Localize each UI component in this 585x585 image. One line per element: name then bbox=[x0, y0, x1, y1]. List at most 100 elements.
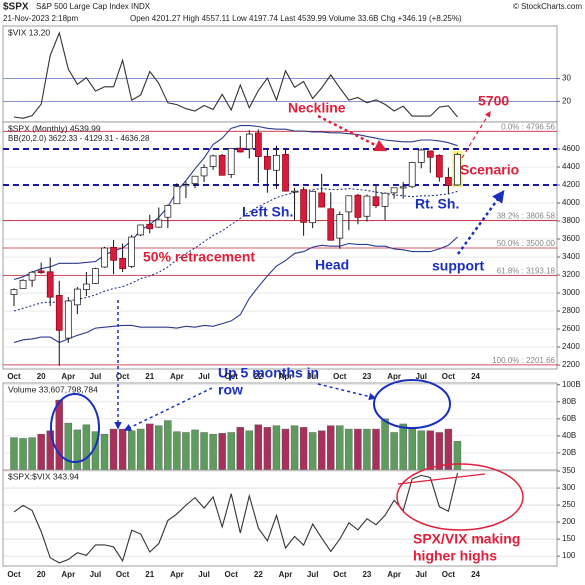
y-tick-label: 3000 bbox=[562, 288, 580, 297]
volume-bar bbox=[236, 427, 244, 471]
panel-label: $VIX 13.20 bbox=[8, 27, 50, 37]
candle-body bbox=[236, 147, 244, 153]
volume-bar bbox=[227, 432, 235, 471]
volume-bar bbox=[308, 432, 317, 471]
x-tick-label: 20 bbox=[37, 372, 46, 381]
volume-bar bbox=[64, 422, 73, 471]
volume-bar bbox=[55, 399, 63, 471]
candle-body bbox=[426, 150, 434, 158]
panel-label: Volume 33,607,798,784 bbox=[8, 384, 98, 394]
annotation: Left Sh. bbox=[242, 204, 293, 220]
volume-bar bbox=[37, 433, 45, 471]
y-tick-label: 2800 bbox=[562, 306, 580, 315]
x-tick-label: Oct bbox=[225, 570, 239, 579]
x-tick-label: 22 bbox=[254, 570, 263, 579]
volume-bar bbox=[245, 430, 254, 471]
support-arrow bbox=[456, 189, 505, 255]
x-tick-label: 22 bbox=[254, 372, 263, 381]
annotation: higher highs bbox=[413, 548, 497, 564]
candle-body bbox=[264, 155, 271, 170]
volume-bar bbox=[453, 441, 462, 471]
y-tick-label: 2400 bbox=[562, 342, 580, 351]
y-tick-label: 40B bbox=[562, 431, 576, 440]
y-tick-label: 80B bbox=[562, 397, 576, 406]
candle-body bbox=[282, 154, 289, 192]
candle-body bbox=[345, 195, 353, 213]
x-tick-label: Apr bbox=[170, 372, 184, 381]
candle-body bbox=[119, 258, 126, 270]
candle-body bbox=[19, 279, 27, 289]
plot-layer: 20 30 $VIX 13.20 2200 2400 2600 2800 3000 3200 34… bbox=[2, 25, 581, 579]
y-tick-label: 60B bbox=[562, 414, 576, 423]
candle-body bbox=[101, 247, 108, 268]
x-tick-label: Apr bbox=[279, 372, 293, 381]
candle-body bbox=[209, 155, 217, 167]
panel bbox=[2, 25, 558, 123]
x-tick-label: 21 bbox=[145, 372, 154, 381]
volume-bar bbox=[390, 432, 398, 471]
ratio-circle bbox=[396, 463, 524, 531]
x-tick-label: Oct bbox=[333, 570, 347, 579]
y-tick-label: 20B bbox=[562, 448, 576, 457]
volume-bar bbox=[299, 427, 308, 471]
x-tick-label: 24 bbox=[471, 570, 480, 579]
candle-body bbox=[155, 219, 163, 228]
annotation: support bbox=[432, 258, 484, 274]
candle-body bbox=[309, 190, 316, 224]
volume-bar bbox=[173, 431, 181, 471]
y-tick-label: 3200 bbox=[562, 270, 580, 279]
candle-body bbox=[137, 224, 145, 236]
x-tick-label: Jul bbox=[415, 570, 427, 579]
annotation: Head bbox=[315, 257, 349, 273]
volume-arrow-left bbox=[123, 387, 213, 431]
candle-body bbox=[318, 192, 326, 208]
volume-bar bbox=[381, 418, 389, 471]
candle-body bbox=[83, 283, 90, 290]
volume-circle-right bbox=[373, 379, 451, 429]
y-tick-label: 350 bbox=[562, 466, 576, 475]
volume-bar bbox=[354, 428, 362, 471]
candle-body bbox=[354, 194, 362, 218]
x-tick-label: Oct bbox=[442, 570, 456, 579]
x-tick-label: Jul bbox=[198, 570, 210, 579]
y-tick-label: 3400 bbox=[562, 252, 580, 261]
volume-bar bbox=[435, 432, 444, 471]
volume-bar bbox=[82, 424, 91, 471]
volume-bar bbox=[218, 433, 226, 471]
candle-body bbox=[336, 214, 344, 239]
candle-body bbox=[454, 154, 461, 186]
x-tick-label: Oct bbox=[442, 372, 456, 381]
volume-bar bbox=[254, 424, 263, 471]
candle-body bbox=[191, 175, 199, 184]
candle-body bbox=[390, 187, 398, 194]
candle-body bbox=[182, 184, 190, 187]
candle-body bbox=[173, 186, 181, 205]
x-tick-label: Apr bbox=[387, 570, 401, 579]
x-tick-label: Apr bbox=[61, 372, 75, 381]
volume-bar bbox=[281, 428, 290, 471]
candle-body bbox=[55, 295, 63, 331]
candle-body bbox=[327, 208, 335, 241]
volume-circle-left bbox=[50, 393, 100, 463]
annotation-shapes bbox=[50, 110, 524, 531]
volume-bar bbox=[127, 430, 136, 471]
x-tick-label: Jul bbox=[415, 372, 427, 381]
y-tick-label: 2600 bbox=[562, 324, 580, 333]
annotation: Up 5 months in bbox=[218, 365, 319, 381]
candle-body bbox=[291, 190, 298, 193]
symbol: $SPX bbox=[3, 2, 29, 13]
fib-label: 100.0% : 2201.66 bbox=[492, 356, 555, 365]
candle-body bbox=[399, 186, 407, 189]
volume-arrow-right bbox=[317, 383, 377, 401]
y-tick-label: 150 bbox=[562, 534, 576, 543]
x-tick-label: Oct bbox=[333, 372, 347, 381]
candle-body bbox=[128, 236, 135, 267]
volume-bar bbox=[272, 425, 281, 471]
y-tick-label: 200 bbox=[562, 517, 576, 526]
x-tick-label: Oct bbox=[116, 372, 130, 381]
fib-label: 61.8% : 3193.18 bbox=[497, 267, 556, 276]
x-tick-label: Oct bbox=[225, 372, 239, 381]
indicator-label: BB(20,2.0) 3622.33 - 4129.31 - 4636.28 bbox=[8, 134, 150, 143]
annotation: SPX/VIX making bbox=[413, 531, 520, 547]
y-tick-label: 4200 bbox=[562, 180, 580, 189]
